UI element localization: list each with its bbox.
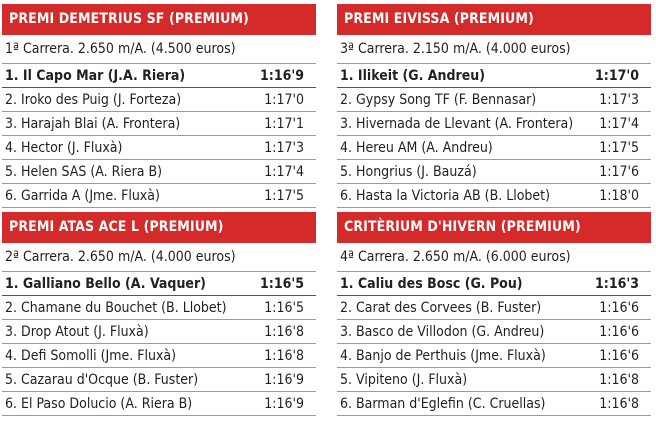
result-name: 2. Gypsy Song TF (F. Bennasar)	[340, 92, 537, 108]
result-row: 5. Helen SAS (A. Riera B) 1:17'4	[2, 160, 316, 184]
race-block-eivissa: PREMI EIVISSA (PREMIUM) 3ª Carrera. 2.15…	[337, 4, 651, 208]
result-time: 1:17'3	[599, 92, 639, 108]
result-name: 6. Hasta la Victoria AB (B. Llobet)	[340, 188, 551, 204]
result-time: 1:16'9	[260, 68, 304, 84]
result-time: 1:17'6	[599, 164, 639, 180]
result-row: 6. El Paso Dolucio (A. Riera B) 1:16'9	[2, 392, 316, 416]
result-time: 1:17'5	[599, 140, 639, 156]
result-row: 4. Hector (J. Fluxà) 1:17'3	[2, 136, 316, 160]
result-name: 5. Helen SAS (A. Riera B)	[5, 164, 163, 180]
result-time: 1:16'8	[599, 396, 639, 412]
result-name: 4. Hereu AM (A. Andreu)	[340, 140, 493, 156]
race-title: PREMI EIVISSA (PREMIUM)	[337, 4, 651, 35]
result-name: 5. Hongrius (J. Bauzá)	[340, 164, 477, 180]
result-row: 6. Barman d'Eglefin (C. Cruellas) 1:16'8	[337, 392, 651, 416]
result-row: 3. Drop Atout (J. Fluxà) 1:16'8	[2, 320, 316, 344]
result-row: 1. Caliu des Bosc (G. Pou) 1:16'3	[337, 272, 651, 296]
result-row: 4. Hereu AM (A. Andreu) 1:17'5	[337, 136, 651, 160]
result-time: 1:16'8	[599, 372, 639, 388]
result-name: 6. Barman d'Eglefin (C. Cruellas)	[340, 396, 546, 412]
result-name: 6. Garrida A (Jme. Fluxà)	[5, 188, 160, 204]
result-time: 1:17'1	[264, 116, 304, 132]
result-row: 3. Hivernada de Llevant (A. Frontera) 1:1…	[337, 112, 651, 136]
result-name: 2. Carat des Corvees (B. Fuster)	[340, 300, 542, 316]
result-time: 1:16'6	[599, 324, 639, 340]
result-time: 1:16'9	[264, 396, 304, 412]
result-time: 1:17'4	[599, 116, 639, 132]
result-time: 1:16'8	[264, 348, 304, 364]
result-name: 1. Ilikeit (G. Andreu)	[340, 68, 485, 84]
race-block-atas-ace: PREMI ATAS ACE L (PREMIUM) 2ª Carrera. 2…	[2, 212, 316, 416]
result-row: 2. Carat des Corvees (B. Fuster) 1:16'6	[337, 296, 651, 320]
race-info: 2ª Carrera. 2.650 m/A. (4.000 euros)	[2, 243, 316, 272]
result-row: 5. Cazarau d'Ocque (B. Fuster) 1:16'9	[2, 368, 316, 392]
race-info: 1ª Carrera. 2.650 m/A. (4.500 euros)	[2, 35, 316, 64]
race-title: PREMI DEMETRIUS SF (PREMIUM)	[2, 4, 316, 35]
result-time: 1:17'5	[264, 188, 304, 204]
result-time: 1:16'8	[264, 324, 304, 340]
result-name: 5. Vipiteno (J. Fluxà)	[340, 372, 468, 388]
result-time: 1:17'0	[264, 92, 304, 108]
result-row: 5. Vipiteno (J. Fluxà) 1:16'8	[337, 368, 651, 392]
race-info: 3ª Carrera. 2.150 m/A. (4.000 euros)	[337, 35, 651, 64]
result-name: 3. Hivernada de Llevant (A. Frontera)	[340, 116, 574, 132]
result-row: 2. Chamane du Bouchet (B. Llobet) 1:16'5	[2, 296, 316, 320]
result-name: 4. Defi Somolli (Jme. Fluxà)	[5, 348, 177, 364]
result-name: 1. Caliu des Bosc (G. Pou)	[340, 276, 523, 292]
result-row: 6. Garrida A (Jme. Fluxà) 1:17'5	[2, 184, 316, 208]
result-time: 1:17'4	[264, 164, 304, 180]
result-name: 2. Iroko des Puig (J. Forteza)	[5, 92, 182, 108]
result-time: 1:16'5	[264, 300, 304, 316]
result-time: 1:16'6	[599, 348, 639, 364]
result-row: 6. Hasta la Victoria AB (B. Llobet) 1:18'…	[337, 184, 651, 208]
result-row: 1. Galliano Bello (A. Vaquer) 1:16'5	[2, 272, 316, 296]
result-time: 1:18'0	[599, 188, 639, 204]
result-time: 1:16'6	[599, 300, 639, 316]
result-time: 1:16'5	[260, 276, 304, 292]
result-row: 4. Defi Somolli (Jme. Fluxà) 1:16'8	[2, 344, 316, 368]
result-name: 3. Harajah Blai (A. Frontera)	[5, 116, 181, 132]
result-row: 3. Harajah Blai (A. Frontera) 1:17'1	[2, 112, 316, 136]
race-title: PREMI ATAS ACE L (PREMIUM)	[2, 212, 316, 243]
result-name: 5. Cazarau d'Ocque (B. Fuster)	[5, 372, 199, 388]
result-row: 2. Gypsy Song TF (F. Bennasar) 1:17'3	[337, 88, 651, 112]
result-name: 2. Chamane du Bouchet (B. Llobet)	[5, 300, 227, 316]
result-row: 4. Banjo de Perthuis (Jme. Fluxà) 1:16'6	[337, 344, 651, 368]
result-row: 3. Basco de Villodon (G. Andreu) 1:16'6	[337, 320, 651, 344]
result-name: 3. Basco de Villodon (G. Andreu)	[340, 324, 545, 340]
result-time: 1:17'0	[595, 68, 639, 84]
result-name: 6. El Paso Dolucio (A. Riera B)	[5, 396, 193, 412]
result-name: 1. Galliano Bello (A. Vaquer)	[5, 276, 206, 292]
result-time: 1:17'3	[264, 140, 304, 156]
race-info: 4ª Carrera. 2.650 m/A. (6.000 euros)	[337, 243, 651, 272]
race-block-demetrius: PREMI DEMETRIUS SF (PREMIUM) 1ª Carrera.…	[2, 4, 316, 208]
result-time: 1:16'3	[595, 276, 639, 292]
result-time: 1:16'9	[264, 372, 304, 388]
result-row: 2. Iroko des Puig (J. Forteza) 1:17'0	[2, 88, 316, 112]
result-name: 4. Hector (J. Fluxà)	[5, 140, 123, 156]
result-name: 4. Banjo de Perthuis (Jme. Fluxà)	[340, 348, 546, 364]
race-title: CRITÈRIUM D'HIVERN (PREMIUM)	[337, 212, 651, 243]
result-name: 3. Drop Atout (J. Fluxà)	[5, 324, 149, 340]
race-block-criterium-hivern: CRITÈRIUM D'HIVERN (PREMIUM) 4ª Carrera.…	[337, 212, 651, 416]
result-name: 1. Il Capo Mar (J.A. Riera)	[5, 68, 186, 84]
result-row: 1. Ilikeit (G. Andreu) 1:17'0	[337, 64, 651, 88]
result-row: 1. Il Capo Mar (J.A. Riera) 1:16'9	[2, 64, 316, 88]
result-row: 5. Hongrius (J. Bauzá) 1:17'6	[337, 160, 651, 184]
